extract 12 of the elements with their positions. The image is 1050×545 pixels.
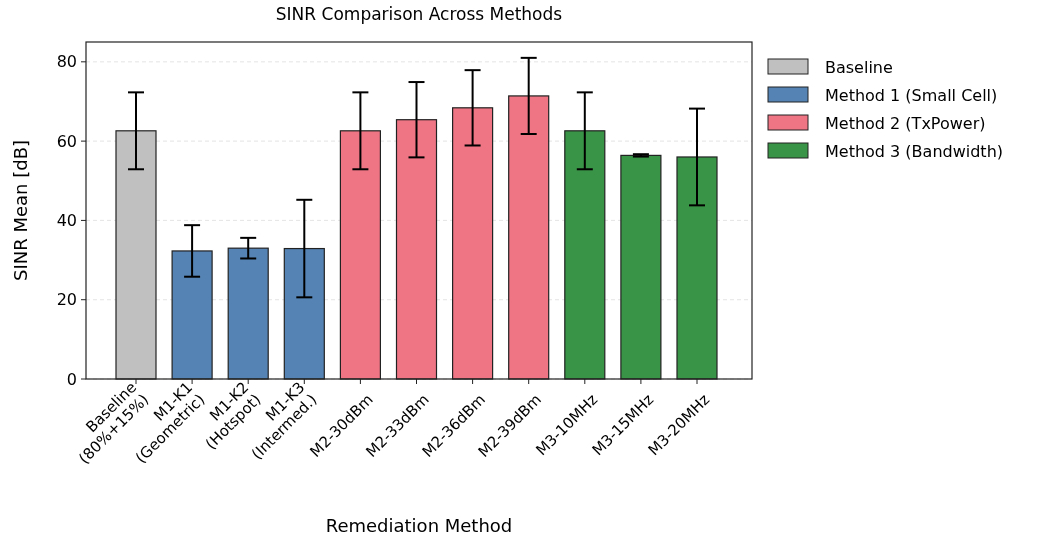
- y-tick-label: 40: [56, 211, 77, 231]
- legend-label: Method 3 (Bandwidth): [825, 141, 1004, 161]
- legend-label: Baseline: [825, 57, 893, 77]
- y-tick-label: 20: [56, 290, 77, 310]
- y-axis-title: SINR Mean [dB]: [10, 139, 31, 282]
- x-axis-title: Remediation Method: [325, 515, 513, 536]
- chart-title: SINR Comparison Across Methods: [275, 4, 563, 24]
- y-tick-label: 80: [56, 52, 77, 72]
- y-tick-label: 0: [66, 369, 77, 389]
- legend-label: Method 1 (Small Cell): [825, 85, 998, 105]
- y-tick-label: 60: [56, 131, 77, 151]
- legend-label: Method 2 (TxPower): [825, 113, 986, 133]
